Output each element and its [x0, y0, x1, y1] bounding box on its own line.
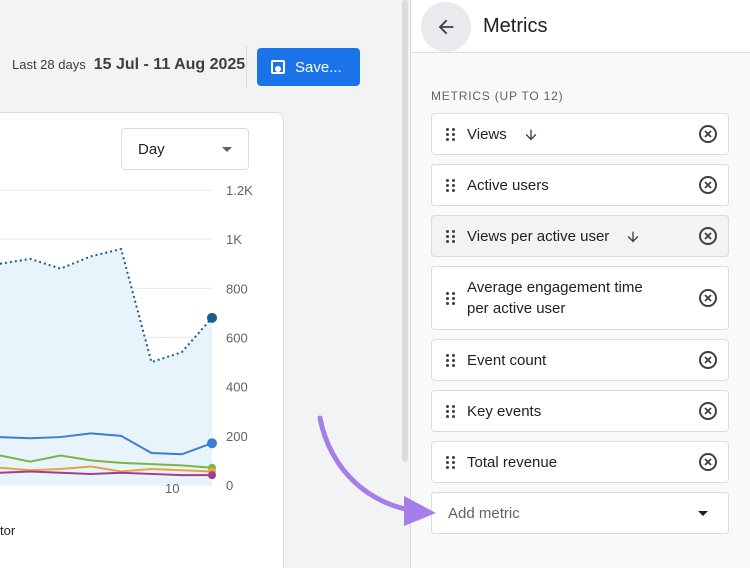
- series-end-point[interactable]: [207, 438, 217, 449]
- series-line: [0, 247, 213, 364]
- add-metric-placeholder: Add metric: [448, 505, 520, 522]
- series-line: [0, 470, 212, 477]
- metric-label: Event count: [467, 352, 547, 369]
- remove-icon[interactable]: [699, 227, 717, 245]
- series-line: [0, 454, 213, 469]
- series-end-point[interactable]: [208, 471, 216, 480]
- drag-handle-icon[interactable]: [446, 128, 456, 142]
- panel-title: Metrics: [483, 15, 548, 37]
- remove-icon[interactable]: [699, 453, 717, 471]
- metric-label: Views per active user: [467, 228, 610, 245]
- dropdown-caret-icon: [698, 511, 708, 516]
- y-tick-label: 1K: [226, 232, 242, 247]
- dropdown-caret-icon: [222, 147, 232, 152]
- metric-label: Active users: [467, 177, 549, 194]
- metric-label-line-1: Average engagement time: [467, 279, 643, 296]
- metrics-panel: Metrics METRICS (UP TO 12) Views Active …: [410, 0, 750, 568]
- remove-icon[interactable]: [699, 351, 717, 369]
- metric-chip-active-users[interactable]: Active users: [431, 164, 729, 206]
- remove-icon[interactable]: [699, 176, 717, 194]
- remove-icon[interactable]: [699, 289, 717, 307]
- date-range-prefix: Last 28 days: [12, 57, 86, 72]
- drag-handle-icon[interactable]: [446, 456, 456, 470]
- save-button[interactable]: Save...: [257, 48, 360, 86]
- annotation-arrow-icon: [317, 415, 436, 526]
- metric-chip-event-count[interactable]: Event count: [431, 339, 729, 381]
- toolbar-divider: [246, 46, 247, 88]
- line-chart: 1.2K 1K 800 600 400 200 0 10: [0, 183, 253, 496]
- back-button[interactable]: [421, 2, 471, 52]
- metric-label: Key events: [467, 403, 542, 420]
- drag-handle-icon[interactable]: [446, 405, 456, 419]
- report-area: Last 28 days 15 Jul - 11 Aug 2025 Save..…: [0, 0, 410, 568]
- y-tick-label: 600: [226, 331, 248, 346]
- metric-label-line-2: per active user: [467, 300, 566, 317]
- series-line: [0, 465, 213, 473]
- metric-label: Total revenue: [467, 454, 558, 471]
- drag-handle-icon[interactable]: [446, 292, 456, 306]
- y-tick-label: 0: [226, 478, 233, 493]
- granularity-value: Day: [138, 140, 165, 158]
- scrollbar-thumb[interactable]: [402, 0, 408, 462]
- section-label: METRICS (UP TO 12): [431, 89, 564, 103]
- y-tick-label: 1.2K: [226, 183, 253, 198]
- y-tick-label: 400: [226, 380, 248, 395]
- save-button-label: Save...: [295, 58, 342, 76]
- metric-chip-average-engagement-time[interactable]: Average engagement time per active user: [431, 266, 729, 330]
- arrow-back-icon: [438, 19, 454, 35]
- y-tick-label: 800: [226, 281, 248, 296]
- sort-descending-icon[interactable]: [625, 229, 641, 245]
- metric-chip-views-per-active-user[interactable]: Views per active user: [431, 215, 729, 257]
- date-range[interactable]: Last 28 days 15 Jul - 11 Aug 2025: [12, 56, 245, 74]
- add-metric-select[interactable]: Add metric: [431, 492, 729, 534]
- y-tick-label: 200: [226, 429, 248, 444]
- sort-descending-icon[interactable]: [523, 127, 539, 143]
- save-icon: [271, 60, 285, 74]
- metric-chip-total-revenue[interactable]: Total revenue: [431, 441, 729, 483]
- granularity-select[interactable]: Day: [121, 128, 249, 170]
- metric-chip-views[interactable]: Views: [431, 113, 729, 155]
- drag-handle-icon[interactable]: [446, 230, 456, 244]
- series-line: [0, 432, 213, 456]
- panel-header: Metrics: [411, 0, 750, 53]
- metric-label: Views: [467, 126, 507, 143]
- legend-item-label: tor: [0, 523, 16, 538]
- drag-handle-icon[interactable]: [446, 354, 456, 368]
- metric-chip-key-events[interactable]: Key events: [431, 390, 729, 432]
- series-area: [0, 249, 212, 485]
- remove-icon[interactable]: [699, 402, 717, 420]
- series-end-point[interactable]: [207, 312, 217, 323]
- x-tick-label: 10: [165, 481, 179, 496]
- date-range-value: 15 Jul - 11 Aug 2025: [93, 56, 246, 73]
- drag-handle-icon[interactable]: [446, 179, 456, 193]
- remove-icon[interactable]: [699, 125, 717, 143]
